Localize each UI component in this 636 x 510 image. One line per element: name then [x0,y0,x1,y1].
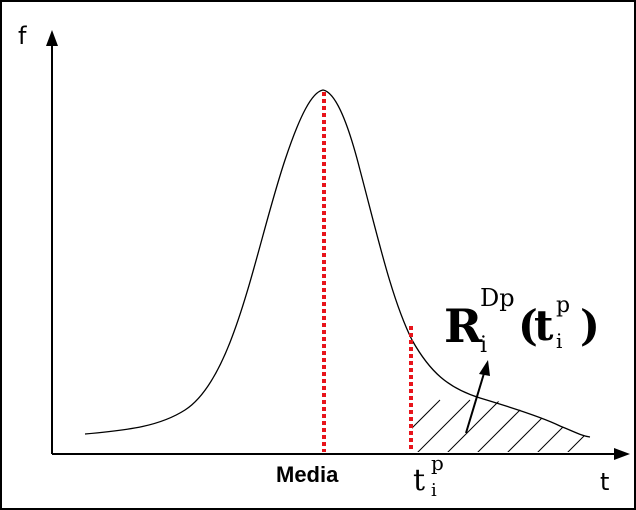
area-label-base: R [444,299,483,353]
area-label-open-paren: ( [518,301,538,350]
y-axis-label: f [18,22,27,50]
area-label-arg-subscript: i [556,329,562,353]
area-pointer-line [465,369,486,434]
area-label: R Dp i ( t p i ) [444,284,600,358]
y-axis-arrow-icon [46,30,58,46]
mean-label: Media [276,462,339,487]
threshold-label-base: t [413,463,425,498]
distribution-curve [84,89,591,438]
tail-area-hatch [412,399,590,452]
x-axis-arrow-icon [614,448,630,460]
threshold-label-superscript: p [431,451,444,475]
x-axis-label: t [600,468,609,496]
threshold-label-subscript: i [431,480,437,501]
area-label-arg-superscript: p [556,293,570,318]
area-label-superscript: Dp [480,284,515,312]
area-label-close-paren: ) [580,301,600,350]
area-label-arg-base: t [534,301,554,350]
threshold-label: t p i [413,451,444,501]
area-pointer-arrow-icon [479,360,490,376]
area-label-subscript: i [480,333,487,358]
